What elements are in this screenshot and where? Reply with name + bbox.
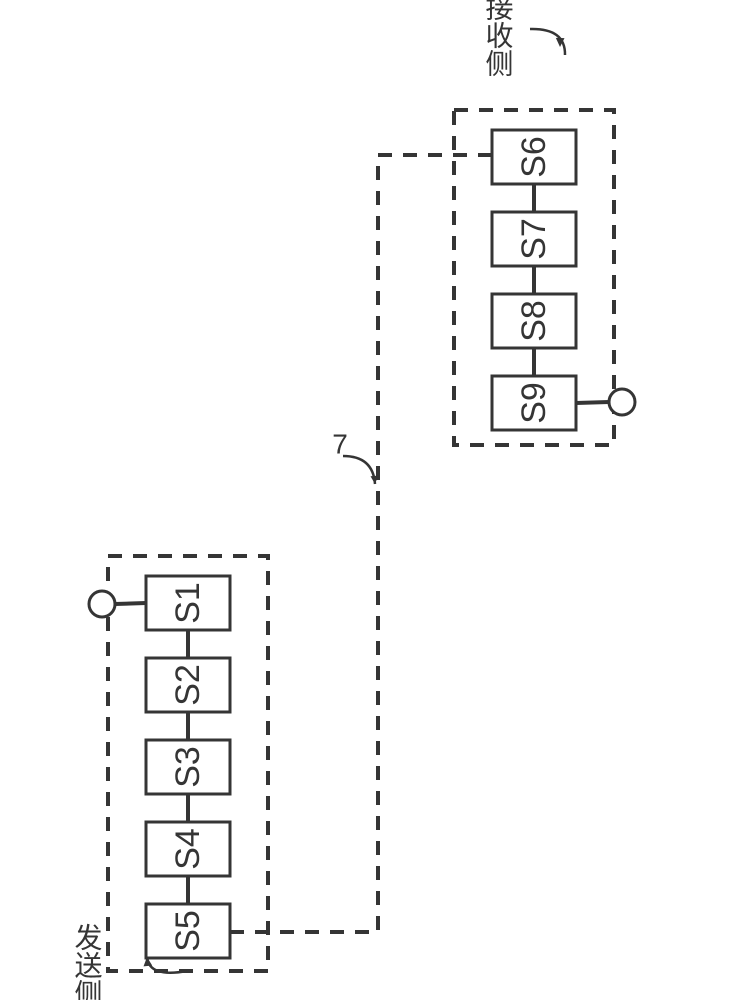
node-label-S5: S5: [169, 910, 207, 952]
node-label-S1: S1: [169, 582, 207, 624]
node-label-S4: S4: [169, 828, 207, 870]
node-label-S7: S7: [515, 218, 553, 260]
terminal-T_out: [609, 389, 635, 415]
terminal-conn-T_in: [115, 603, 146, 604]
node-label-S3: S3: [169, 746, 207, 788]
group-label-receiver: 接收侧: [483, 0, 514, 77]
group-label-sender: 发送侧: [72, 923, 103, 1000]
terminal-T_in: [89, 591, 115, 617]
diagram-canvas: S1S2S3S4S5S6S7S8S9发送侧接收侧7: [0, 0, 731, 1000]
node-label-S2: S2: [169, 664, 207, 706]
callout-curve-0: [343, 456, 375, 484]
node-label-S9: S9: [515, 382, 553, 424]
node-label-S6: S6: [515, 136, 553, 178]
terminal-conn-T_out: [576, 402, 609, 403]
node-label-S8: S8: [515, 300, 553, 342]
